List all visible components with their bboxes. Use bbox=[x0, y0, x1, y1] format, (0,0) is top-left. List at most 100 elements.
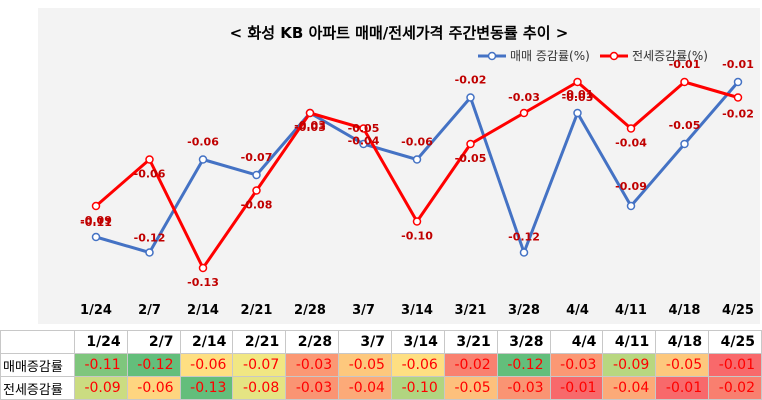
legend-marker-1 bbox=[487, 51, 497, 61]
series-1-point-3/14 bbox=[412, 155, 422, 164]
series-1-point-2/7 bbox=[145, 248, 154, 257]
table-row-label: 매매증감률 bbox=[0, 353, 75, 377]
x-tick-label-4/11: 4/11 bbox=[615, 303, 647, 318]
table-header-3/21: 3/21 bbox=[443, 330, 498, 354]
series-1-point-4/4 bbox=[573, 108, 582, 118]
table-header-2/14: 2/14 bbox=[179, 330, 234, 354]
data-label-s2-2/7: -0.06 bbox=[134, 168, 166, 181]
data-label-s1-1/24: -0.11 bbox=[80, 216, 112, 229]
x-tick-label-4/25: 4/25 bbox=[722, 303, 754, 318]
table-cell-3/14: -0.06 bbox=[390, 353, 445, 377]
table-cell-4/4: -0.01 bbox=[549, 376, 604, 400]
data-label-s1-4/25: -0.01 bbox=[722, 58, 754, 71]
table-header-2/21: 2/21 bbox=[232, 330, 287, 354]
table-cell-2/21: -0.08 bbox=[232, 376, 287, 400]
legend-label-1: 매매 증감률(%) bbox=[510, 49, 590, 63]
series-2-point-2/28 bbox=[305, 108, 315, 118]
table-row: 매매증감률 -0.11 -0.12 -0.06 -0.07 -0.03 -0.05 -0.06… bbox=[0, 353, 762, 377]
table-cell-3/28: -0.12 bbox=[496, 353, 551, 377]
series-2-point-1/24 bbox=[91, 201, 101, 211]
x-tick-label-3/28: 3/28 bbox=[508, 303, 540, 318]
data-label-s1-2/7: -0.12 bbox=[134, 232, 166, 245]
data-label-s2-2/28: -0.03 bbox=[294, 119, 326, 132]
table-header-4/18: 4/18 bbox=[655, 330, 710, 354]
table-cell-3/14: -0.10 bbox=[390, 376, 445, 400]
x-tick-label-3/14: 3/14 bbox=[401, 303, 433, 318]
table-header-3/7: 3/7 bbox=[338, 330, 392, 354]
x-tick-label-1/24: 1/24 bbox=[80, 303, 112, 318]
data-label-s2-3/28: -0.03 bbox=[508, 91, 540, 104]
series-2-point-2/21 bbox=[252, 186, 261, 195]
data-label-s1-2/14: -0.06 bbox=[187, 136, 219, 149]
data-table: 1/24 2/7 2/14 2/21 2/28 3/7 3/14 3/21 3/28 4/4 4/1… bbox=[0, 330, 762, 400]
legend-label-2: 전세증감률(%) bbox=[632, 49, 708, 63]
data-label-s2-4/25: -0.02 bbox=[722, 108, 754, 121]
series-1-point-2/14 bbox=[198, 155, 208, 164]
data-label-s1-4/4: -0.03 bbox=[562, 91, 594, 104]
series-2-point-2/14 bbox=[198, 263, 208, 273]
table-row-label: 전세증감률 bbox=[0, 376, 75, 400]
table-cell-4/18: -0.01 bbox=[655, 376, 710, 400]
series-2-point-3/28 bbox=[519, 108, 529, 118]
table-header-4/11: 4/11 bbox=[602, 330, 657, 354]
series-1-point-3/7 bbox=[359, 139, 368, 149]
data-label-s2-4/18: -0.01 bbox=[669, 58, 701, 71]
table-header-2/7: 2/7 bbox=[126, 330, 181, 354]
line-chart: < 화성 KB 아파트 매매/전세가격 주간변동률 추이 > 매매 증감률(%) 전… bbox=[80, 24, 754, 318]
table-cell-4/18: -0.05 bbox=[655, 353, 710, 377]
series-1-point-4/11 bbox=[626, 201, 636, 211]
series-2-point-3/7 bbox=[359, 124, 368, 133]
data-label-s1-3/28: -0.12 bbox=[508, 231, 540, 244]
x-tick-label-2/28: 2/28 bbox=[294, 303, 326, 318]
table-header-1/24: 1/24 bbox=[73, 330, 128, 354]
table-cell-4/11: -0.09 bbox=[602, 353, 657, 377]
data-label-s1-3/14: -0.06 bbox=[401, 136, 433, 149]
table-cell-2/21: -0.07 bbox=[232, 353, 287, 377]
table-cell-2/7: -0.06 bbox=[126, 376, 181, 400]
table-header-3/14: 3/14 bbox=[390, 330, 445, 354]
series-line-1 bbox=[95, 81, 740, 254]
series-2-point-3/21 bbox=[466, 139, 475, 149]
x-tick-label-4/4: 4/4 bbox=[566, 303, 589, 318]
x-tick-label-2/21: 2/21 bbox=[241, 303, 273, 318]
series-1-point-2/21 bbox=[252, 170, 261, 180]
data-label-s2-2/14: -0.13 bbox=[187, 276, 219, 289]
series-2-point-4/4 bbox=[573, 77, 582, 87]
data-label-s2-2/21: -0.08 bbox=[241, 199, 273, 212]
series-2-point-4/18 bbox=[680, 77, 689, 87]
table-cell-2/28: -0.03 bbox=[285, 376, 340, 400]
table-cell-3/7: -0.04 bbox=[338, 376, 392, 400]
table-cell-2/14: -0.13 bbox=[179, 376, 234, 400]
table-cell-1/24: -0.11 bbox=[73, 353, 128, 377]
series-1-point-3/28 bbox=[519, 248, 529, 257]
data-label-s2-3/21: -0.05 bbox=[455, 152, 487, 165]
table-header-2/28: 2/28 bbox=[285, 330, 340, 354]
x-tick-label-3/7: 3/7 bbox=[352, 303, 375, 318]
series-2-point-4/11 bbox=[626, 124, 636, 133]
table-cell-4/11: -0.04 bbox=[602, 376, 657, 400]
table-row: 전세증감률 -0.09 -0.06 -0.13 -0.08 -0.03 -0.04 -0.10… bbox=[0, 376, 762, 400]
data-label-s2-4/4: -0.01 bbox=[562, 88, 594, 101]
series-1-point-1/24 bbox=[91, 232, 101, 242]
data-label-s2-1/24: -0.09 bbox=[80, 214, 112, 227]
table-header-4/4: 4/4 bbox=[549, 330, 604, 354]
series-2-point-2/7 bbox=[145, 155, 154, 164]
table-header-4/25: 4/25 bbox=[708, 330, 762, 354]
data-label-s1-3/21: -0.02 bbox=[455, 74, 487, 87]
table-cell-3/28: -0.03 bbox=[496, 376, 551, 400]
series-1-point-4/25 bbox=[733, 77, 743, 87]
series-1-point-4/18 bbox=[680, 139, 689, 149]
table-corner bbox=[0, 330, 75, 354]
table-cell-3/7: -0.05 bbox=[338, 353, 392, 377]
table-cell-3/21: -0.05 bbox=[443, 376, 498, 400]
data-label-s1-2/21: -0.07 bbox=[241, 151, 273, 164]
table-cell-2/28: -0.03 bbox=[285, 353, 340, 377]
table-header-3/28: 3/28 bbox=[496, 330, 551, 354]
series-1-point-3/21 bbox=[466, 93, 475, 102]
x-tick-label-4/18: 4/18 bbox=[669, 303, 701, 318]
data-label-s1-4/11: -0.09 bbox=[615, 180, 647, 193]
table-cell-4/25: -0.02 bbox=[708, 376, 762, 400]
series-2-point-4/25 bbox=[733, 93, 743, 102]
data-label-s2-4/11: -0.04 bbox=[615, 137, 647, 150]
data-label-s1-3/7: -0.05 bbox=[348, 122, 380, 135]
